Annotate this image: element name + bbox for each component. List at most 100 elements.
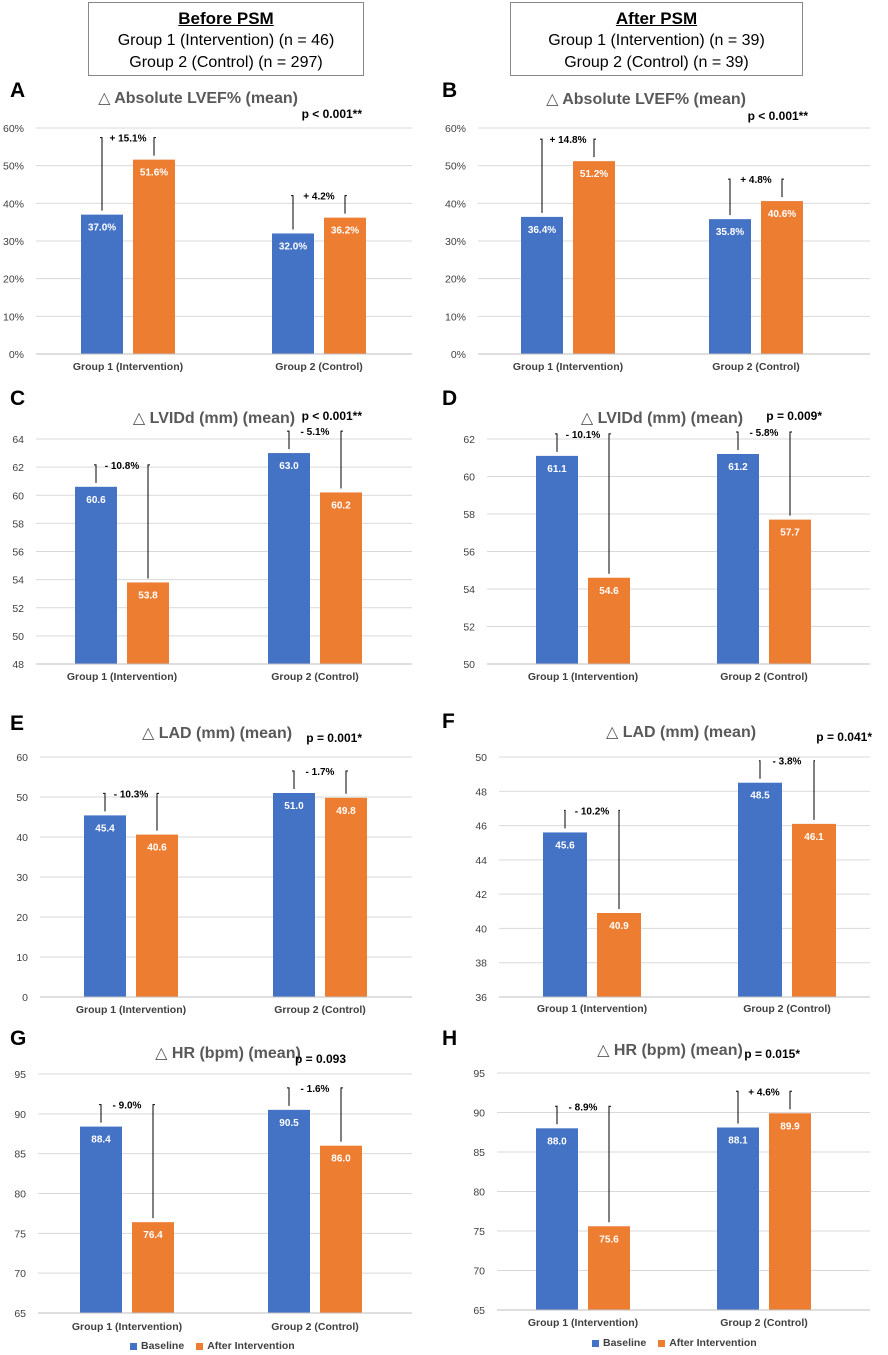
data-label: 48.5 bbox=[750, 791, 770, 802]
data-label: 35.8% bbox=[716, 227, 744, 238]
data-label: 57.7 bbox=[780, 528, 800, 539]
data-label: 51.6% bbox=[140, 168, 168, 179]
legend-item-after: After Intervention bbox=[196, 1340, 295, 1352]
category-label: Group 1 (Intervention) bbox=[528, 1317, 638, 1329]
change-bracket-right bbox=[152, 1104, 155, 1219]
after-psm-header: After PSM Group 1 (Intervention) (n = 39… bbox=[510, 2, 803, 76]
y-tick-label: 62 bbox=[12, 462, 24, 474]
y-tick-label: 40 bbox=[475, 923, 487, 935]
after-bar bbox=[136, 834, 178, 997]
after-bar bbox=[792, 823, 836, 997]
y-tick-label: 20 bbox=[16, 912, 28, 924]
category-label: Grroup 2 (Control) bbox=[274, 1004, 366, 1016]
y-tick-label: 48 bbox=[12, 659, 24, 671]
category-label: Group 1 (Intervention) bbox=[72, 1321, 182, 1333]
data-label: 61.1 bbox=[547, 464, 567, 475]
baseline-bar bbox=[717, 454, 759, 664]
change-bracket-left bbox=[736, 1090, 739, 1124]
after-swatch bbox=[196, 1342, 204, 1350]
change-bracket-right bbox=[340, 1087, 343, 1142]
change-bracket-left bbox=[555, 433, 558, 452]
after-swatch bbox=[658, 1339, 666, 1347]
category-label: Group 1 (Intervention) bbox=[513, 361, 623, 373]
baseline-bar bbox=[75, 486, 117, 664]
y-tick-label: 85 bbox=[14, 1149, 26, 1161]
chart-title: △ LAD (mm) (mean) bbox=[142, 725, 292, 742]
category-label: Group 2 (Control) bbox=[271, 1321, 359, 1333]
data-label: 40.6 bbox=[147, 843, 167, 854]
after-bar bbox=[769, 1113, 811, 1310]
data-label: 40.6% bbox=[768, 209, 796, 220]
change-label: + 4.8% bbox=[740, 175, 772, 186]
baseline-bar bbox=[273, 793, 315, 997]
panel-letter-G: G bbox=[10, 1027, 26, 1050]
category-label: Group 1 (Intervention) bbox=[76, 1004, 186, 1016]
change-label: - 1.7% bbox=[306, 767, 335, 778]
y-tick-label: 50 bbox=[475, 752, 487, 764]
change-bracket-left bbox=[99, 1104, 102, 1123]
data-label: 88.1 bbox=[728, 1136, 748, 1147]
after-bar bbox=[588, 577, 630, 664]
after-psm-group1: Group 1 (Intervention) (n = 39) bbox=[548, 32, 765, 49]
y-tick-label: 42 bbox=[475, 889, 487, 901]
baseline-swatch bbox=[130, 1342, 137, 1350]
legend-item-baseline: Baseline bbox=[130, 1340, 184, 1352]
change-label: + 4.6% bbox=[748, 1087, 780, 1098]
y-tick-label: 80 bbox=[14, 1189, 26, 1201]
legend-after-label: After Intervention bbox=[207, 1340, 295, 1352]
y-tick-label: 10 bbox=[16, 952, 28, 964]
y-tick-label: 56 bbox=[12, 547, 24, 559]
data-label: 54.6 bbox=[599, 586, 619, 597]
after-bar bbox=[573, 161, 615, 354]
y-tick-label: 30% bbox=[445, 236, 466, 248]
y-tick-label: 36 bbox=[475, 992, 487, 1004]
change-label: + 15.1% bbox=[110, 134, 147, 145]
baseline-bar bbox=[717, 1127, 759, 1310]
chart-title: △ LVIDd (mm) (mean) bbox=[581, 410, 743, 427]
change-label: - 8.9% bbox=[569, 1102, 598, 1113]
category-label: Group 2 (Control) bbox=[720, 1317, 808, 1329]
chart-title: △ LVIDd (mm) (mean) bbox=[133, 410, 295, 427]
baseline-bar bbox=[80, 1126, 122, 1313]
panel-letter-D: D bbox=[442, 387, 457, 410]
y-tick-label: 44 bbox=[475, 855, 487, 867]
change-bracket-right bbox=[618, 809, 620, 909]
y-tick-label: 95 bbox=[14, 1069, 26, 1081]
data-label: 88.0 bbox=[547, 1136, 567, 1147]
y-tick-label: 50 bbox=[463, 659, 475, 671]
data-label: 45.4 bbox=[95, 823, 115, 834]
change-bracket-right bbox=[608, 1105, 611, 1223]
baseline-bar bbox=[84, 815, 126, 997]
y-tick-label: 46 bbox=[475, 821, 487, 833]
change-bracket-right bbox=[593, 138, 596, 158]
y-tick-label: 64 bbox=[12, 434, 24, 446]
y-tick-label: 20% bbox=[445, 274, 466, 286]
data-label: 37.0% bbox=[88, 223, 116, 234]
category-label: Group 1 (Intervention) bbox=[537, 1003, 647, 1015]
legend-item-after: After Intervention bbox=[658, 1337, 757, 1349]
data-label: 89.9 bbox=[780, 1121, 800, 1132]
legend-baseline-label: Baseline bbox=[603, 1337, 647, 1349]
change-bracket-left bbox=[94, 464, 97, 483]
chart-title: △ HR (bpm) (mean) bbox=[155, 1045, 301, 1062]
change-bracket-left bbox=[736, 431, 739, 450]
legend-right: Baseline After Intervention bbox=[592, 1337, 757, 1349]
after-bar bbox=[761, 201, 803, 354]
y-tick-label: 0% bbox=[9, 349, 24, 361]
change-label: - 9.0% bbox=[113, 1101, 142, 1112]
y-tick-label: 54 bbox=[463, 584, 475, 596]
data-label: 88.4 bbox=[91, 1135, 111, 1146]
y-tick-label: 95 bbox=[473, 1068, 485, 1080]
baseline-swatch bbox=[592, 1339, 599, 1347]
change-label: - 5.1% bbox=[301, 427, 330, 438]
change-bracket-left bbox=[540, 138, 543, 213]
p-value: p = 0.015* bbox=[744, 1047, 800, 1061]
change-bracket-right bbox=[345, 770, 348, 794]
before-psm-header: Before PSM Group 1 (Intervention) (n = 4… bbox=[88, 2, 364, 76]
change-bracket-right bbox=[608, 433, 611, 574]
change-bracket-right bbox=[153, 137, 156, 156]
y-tick-label: 38 bbox=[475, 958, 487, 970]
change-bracket-right bbox=[789, 1090, 792, 1110]
baseline-bar bbox=[738, 782, 782, 997]
y-tick-label: 65 bbox=[473, 1305, 485, 1317]
